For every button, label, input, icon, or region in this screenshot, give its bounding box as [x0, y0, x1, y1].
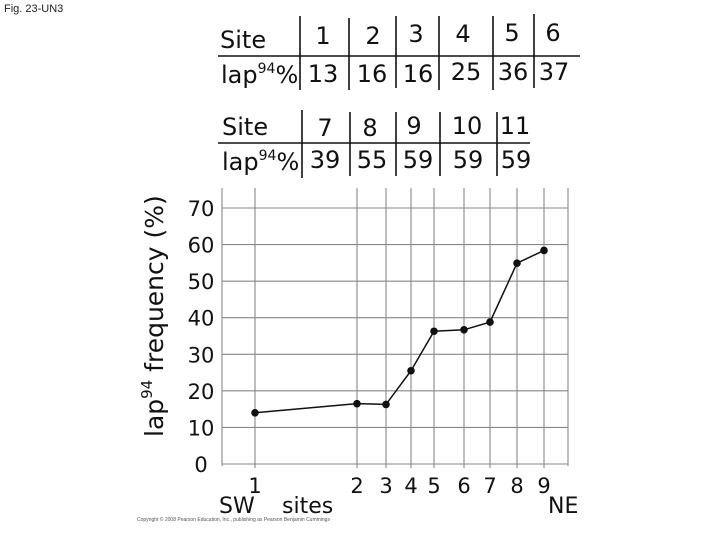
data-point [486, 318, 494, 326]
table-1-value: 16 [357, 60, 388, 88]
data-point [460, 325, 468, 334]
y-tick-label: 70 [188, 197, 215, 221]
table-2-site-number: 10 [452, 112, 483, 140]
figure-label: Fig. 23-UN3 [4, 3, 64, 15]
table-2-value: 59 [403, 146, 434, 174]
copyright-notice: Copyright © 2008 Pearson Education, Inc.… [137, 517, 330, 523]
table-1-site-number: 6 [545, 19, 560, 47]
x-tick-label: 6 [457, 474, 470, 498]
table-1-lap-header: lap94% [221, 61, 298, 89]
y-tick-label: 50 [188, 270, 215, 294]
table-2-value: 39 [310, 146, 341, 174]
data-point [353, 399, 361, 408]
table-1-value: 36 [498, 58, 529, 86]
table-1-site-number: 2 [365, 22, 380, 50]
x-axis-left-label: SW [219, 494, 255, 519]
table-1-site-number: 5 [504, 19, 519, 47]
table-2-site-number: 9 [406, 112, 421, 140]
table-2-site-number: 7 [317, 114, 332, 142]
table-1-site-number: 3 [408, 20, 423, 48]
chart-grid [221, 188, 569, 468]
table-1-value: 16 [403, 60, 434, 88]
y-axis-label: lap94 frequency (%) [138, 195, 169, 437]
x-axis-label: sites [282, 494, 333, 519]
data-point [540, 246, 548, 255]
table-2-lap-header: lap94% [222, 148, 299, 176]
data-point [382, 400, 390, 409]
x-tick-label: 7 [483, 474, 496, 498]
y-tick-label: 20 [188, 380, 215, 404]
data-point [513, 259, 521, 268]
table-2-value: 59 [501, 146, 532, 174]
table-2-value: 59 [453, 146, 484, 174]
y-tick-labels: 0 10 20 30 40 50 60 70 [188, 197, 215, 477]
table-1-site-number: 1 [315, 22, 330, 50]
x-tick-label: 4 [404, 474, 417, 498]
table-2-site-header: Site [222, 113, 268, 141]
table-2-value: 55 [357, 146, 388, 174]
table-1-value: 13 [308, 60, 339, 88]
data-table-2 [218, 110, 530, 178]
table-1-site-header: Site [220, 26, 266, 54]
table-1-value: 37 [539, 58, 570, 86]
series-line [254, 249, 545, 414]
y-tick-label: 30 [188, 343, 215, 367]
y-tick-label: 10 [188, 416, 215, 440]
chart-series [251, 246, 548, 417]
data-table-1 [218, 14, 580, 90]
x-tick-label: 8 [510, 474, 523, 498]
x-tick-label: 3 [379, 474, 392, 498]
table-1-site-number: 4 [455, 20, 470, 48]
data-point [430, 327, 438, 336]
x-tick-label: 1 [248, 474, 261, 498]
x-tick-label: 2 [350, 474, 363, 498]
y-tick-label: 60 [188, 234, 215, 258]
table-2-site-number: 8 [362, 114, 377, 142]
y-tick-label: 40 [188, 307, 215, 331]
x-tick-label: 5 [427, 474, 440, 498]
y-tick-label: 0 [194, 453, 207, 477]
x-tick-label: 9 [537, 474, 550, 498]
x-axis-right-label: NE [548, 494, 578, 519]
table-2-site-number: 11 [500, 112, 531, 140]
table-1-value: 25 [451, 58, 482, 86]
data-point [407, 366, 415, 375]
data-point [251, 409, 259, 417]
